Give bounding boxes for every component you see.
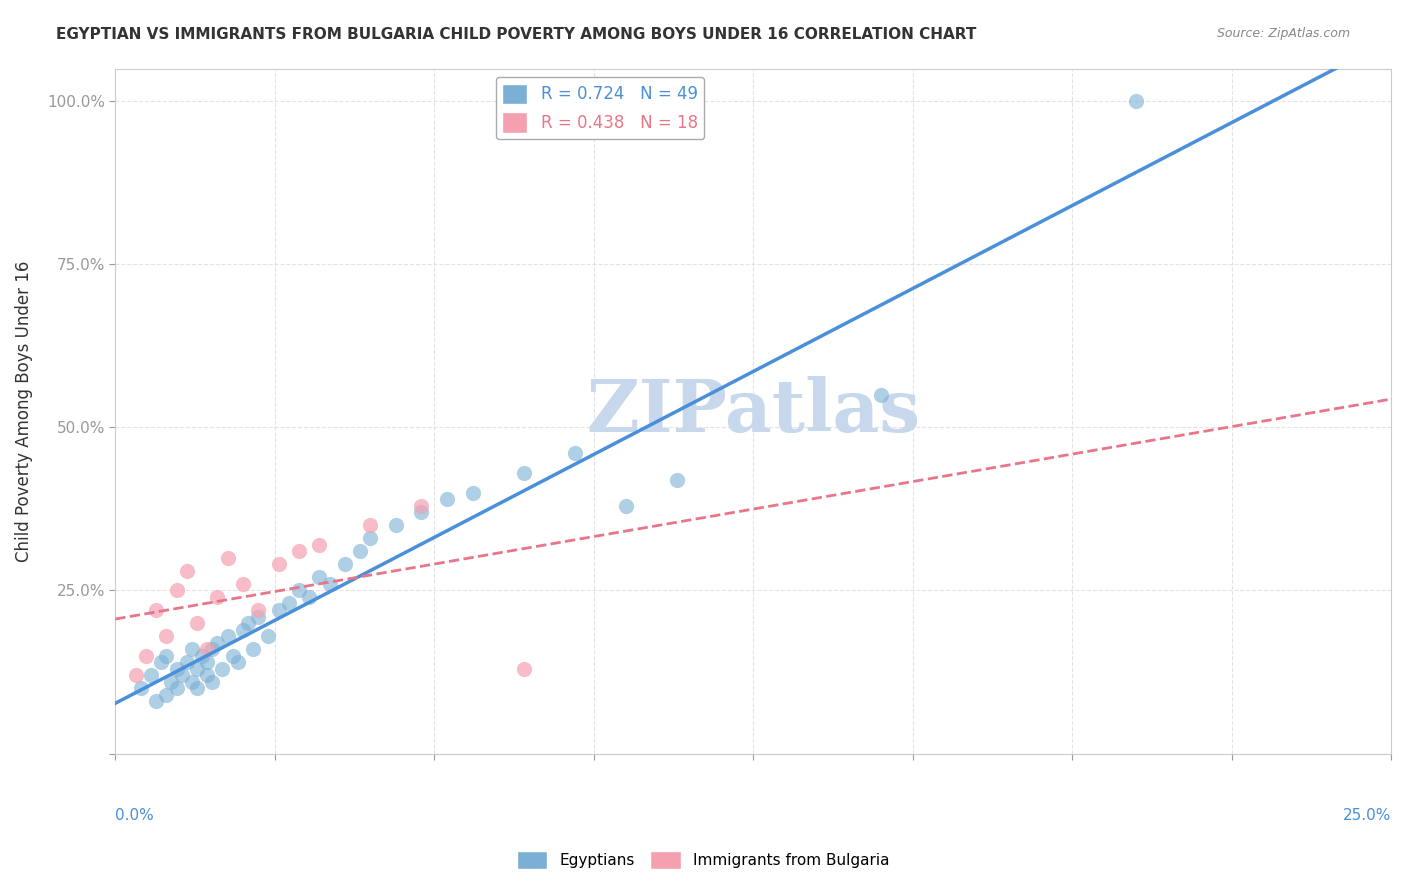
Egyptians	[201, 674, 224, 689]
Egyptians	[298, 590, 321, 604]
Text: EGYPTIAN VS IMMIGRANTS FROM BULGARIA CHILD POVERTY AMONG BOYS UNDER 16 CORRELATI: EGYPTIAN VS IMMIGRANTS FROM BULGARIA CHI…	[56, 27, 977, 42]
Egyptians	[564, 446, 586, 460]
Egyptians	[150, 655, 173, 669]
Egyptians	[211, 662, 233, 676]
Egyptians	[359, 531, 381, 545]
Egyptians	[180, 674, 202, 689]
Egyptians	[1125, 94, 1147, 108]
Egyptians	[257, 629, 280, 643]
Immigrants from Bulgaria	[247, 603, 270, 617]
Egyptians	[155, 688, 177, 702]
Text: 25.0%: 25.0%	[1343, 808, 1391, 823]
Egyptians	[512, 466, 534, 480]
Egyptians	[195, 668, 218, 682]
Immigrants from Bulgaria	[217, 550, 239, 565]
Egyptians	[411, 505, 433, 519]
Immigrants from Bulgaria	[411, 499, 433, 513]
Immigrants from Bulgaria	[359, 518, 381, 533]
Immigrants from Bulgaria	[155, 629, 177, 643]
Egyptians	[166, 681, 188, 696]
Egyptians	[139, 668, 162, 682]
Immigrants from Bulgaria	[166, 583, 188, 598]
Egyptians	[333, 558, 356, 572]
Immigrants from Bulgaria	[135, 648, 157, 663]
Egyptians	[191, 648, 214, 663]
Text: Source: ZipAtlas.com: Source: ZipAtlas.com	[1216, 27, 1350, 40]
Text: ZIPatlas: ZIPatlas	[586, 376, 920, 447]
Egyptians	[267, 603, 290, 617]
Egyptians	[207, 635, 229, 649]
Egyptians	[236, 615, 259, 630]
Egyptians	[170, 668, 193, 682]
Egyptians	[461, 485, 484, 500]
Immigrants from Bulgaria	[186, 615, 208, 630]
Egyptians	[288, 583, 311, 598]
Egyptians	[145, 694, 167, 708]
Egyptians	[166, 662, 188, 676]
Immigrants from Bulgaria	[125, 668, 148, 682]
Egyptians	[155, 648, 177, 663]
Egyptians	[349, 544, 371, 558]
Egyptians	[186, 662, 208, 676]
Egyptians	[160, 674, 183, 689]
Legend: Egyptians, Immigrants from Bulgaria: Egyptians, Immigrants from Bulgaria	[510, 845, 896, 875]
Egyptians	[201, 642, 224, 657]
Legend: R = 0.724   N = 49, R = 0.438   N = 18: R = 0.724 N = 49, R = 0.438 N = 18	[496, 77, 704, 139]
Egyptians	[308, 570, 330, 584]
Immigrants from Bulgaria	[145, 603, 167, 617]
Immigrants from Bulgaria	[176, 564, 198, 578]
Egyptians	[318, 577, 340, 591]
Egyptians	[247, 609, 270, 624]
Egyptians	[226, 655, 249, 669]
Egyptians	[242, 642, 264, 657]
Y-axis label: Child Poverty Among Boys Under 16: Child Poverty Among Boys Under 16	[15, 260, 32, 562]
Immigrants from Bulgaria	[288, 544, 311, 558]
Egyptians	[186, 681, 208, 696]
Egyptians	[869, 388, 891, 402]
Egyptians	[176, 655, 198, 669]
Egyptians	[277, 597, 299, 611]
Egyptians	[436, 492, 458, 507]
Egyptians	[180, 642, 202, 657]
Egyptians	[232, 623, 254, 637]
Immigrants from Bulgaria	[207, 590, 229, 604]
Egyptians	[195, 655, 218, 669]
Immigrants from Bulgaria	[308, 538, 330, 552]
Egyptians	[614, 499, 637, 513]
Text: 0.0%: 0.0%	[115, 808, 155, 823]
Egyptians	[385, 518, 408, 533]
Immigrants from Bulgaria	[232, 577, 254, 591]
Egyptians	[665, 473, 688, 487]
Immigrants from Bulgaria	[267, 558, 290, 572]
Immigrants from Bulgaria	[512, 662, 534, 676]
Egyptians	[129, 681, 152, 696]
Immigrants from Bulgaria	[195, 642, 218, 657]
Egyptians	[221, 648, 243, 663]
Egyptians	[217, 629, 239, 643]
